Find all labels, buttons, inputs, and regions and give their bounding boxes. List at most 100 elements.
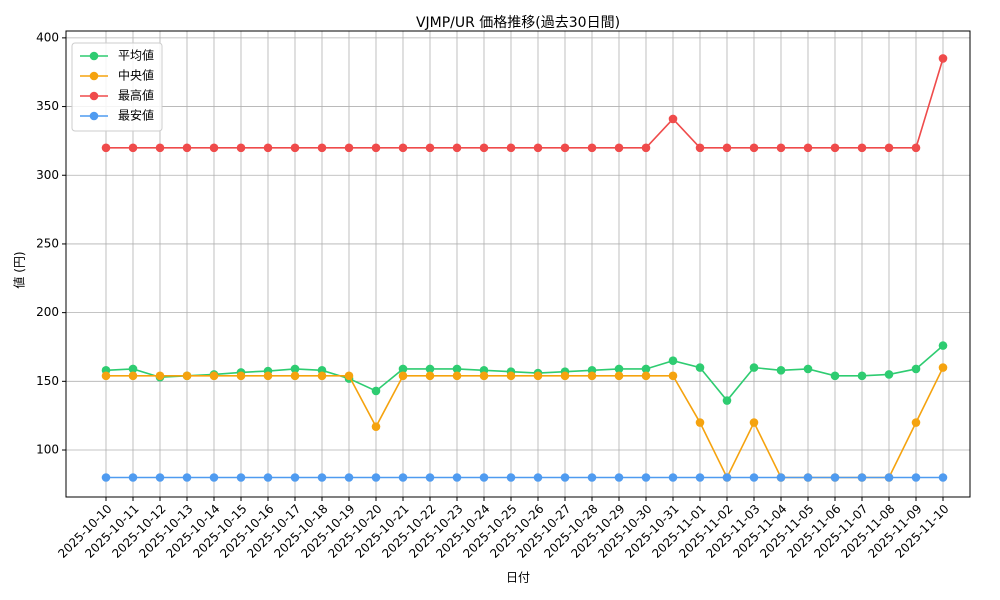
data-point (182, 143, 192, 153)
series-line (106, 367, 944, 480)
data-point (668, 356, 678, 366)
data-point (290, 143, 300, 153)
data-point (776, 143, 786, 153)
data-point (722, 396, 732, 405)
data-point (236, 473, 246, 482)
y-axis-label: 値 (円) (12, 251, 27, 288)
data-point (668, 371, 678, 381)
data-point (614, 473, 624, 482)
data-point (209, 143, 219, 153)
data-point (614, 364, 624, 374)
data-point (884, 370, 894, 379)
data-point (344, 371, 354, 381)
data-point (344, 473, 354, 482)
legend-label: 最高値 (118, 88, 154, 103)
data-point (452, 364, 462, 374)
data-point (803, 143, 813, 153)
data-point (560, 371, 570, 381)
data-point (830, 371, 840, 381)
legend-marker (89, 91, 99, 101)
data-point (641, 371, 651, 381)
data-point (317, 143, 327, 153)
data-point (560, 143, 570, 153)
data-point (614, 371, 624, 381)
data-point (749, 473, 759, 482)
data-point (101, 473, 111, 482)
data-point (263, 473, 273, 482)
data-point (776, 473, 786, 482)
data-point (857, 473, 867, 482)
data-point (722, 473, 732, 482)
data-point (641, 143, 651, 153)
data-point (614, 143, 624, 153)
data-point (695, 418, 705, 427)
data-point (533, 371, 543, 381)
data-point (857, 371, 867, 381)
data-point (236, 143, 246, 153)
data-point (938, 341, 948, 350)
plot-frame (65, 30, 971, 498)
data-point (776, 366, 786, 375)
data-point (830, 143, 840, 153)
legend-marker (89, 71, 99, 81)
y-tick-label: 250 (36, 236, 59, 250)
data-point (911, 143, 921, 153)
data-point (479, 473, 489, 482)
data-point (290, 371, 300, 381)
data-point (587, 473, 597, 482)
data-point (371, 422, 381, 431)
y-tick-label: 400 (36, 30, 59, 44)
data-point (182, 473, 192, 482)
data-point (290, 473, 300, 482)
y-tick-label: 300 (36, 168, 59, 182)
data-point (425, 473, 435, 482)
legend-label: 平均値 (118, 48, 154, 63)
data-point (587, 371, 597, 381)
data-point (587, 143, 597, 153)
data-point (722, 143, 732, 153)
data-point (452, 473, 462, 482)
data-point (398, 371, 408, 381)
data-point (803, 364, 813, 374)
data-point (884, 473, 894, 482)
data-point (398, 473, 408, 482)
data-point (398, 143, 408, 153)
y-tick-label: 100 (36, 443, 59, 457)
data-point (101, 371, 111, 381)
data-point (938, 54, 948, 63)
data-point (128, 364, 138, 374)
chart-title: VJMP/UR 価格推移(過去30日間) (416, 15, 620, 31)
series-line (106, 58, 944, 149)
data-point (506, 371, 516, 381)
data-point (101, 143, 111, 153)
data-point (371, 473, 381, 482)
data-point (641, 473, 651, 482)
data-point (371, 386, 381, 396)
data-point (533, 473, 543, 482)
data-point (263, 143, 273, 153)
data-point (560, 473, 570, 482)
data-point (506, 143, 516, 153)
legend-box (71, 42, 163, 132)
data-point (128, 143, 138, 153)
data-point (317, 371, 327, 381)
data-point (263, 371, 273, 381)
data-point (290, 364, 300, 374)
x-axis-label: 日付 (506, 571, 530, 585)
data-point (884, 143, 894, 153)
y-tick-label: 350 (36, 99, 59, 113)
y-tick-label: 150 (36, 374, 59, 388)
data-point (695, 363, 705, 372)
data-point (425, 143, 435, 153)
data-point (128, 473, 138, 482)
data-point (938, 473, 948, 482)
data-point (317, 473, 327, 482)
data-point (425, 364, 435, 374)
data-point (236, 371, 246, 381)
data-point (857, 143, 867, 153)
data-point (803, 473, 813, 482)
legend-label: 中央値 (118, 68, 154, 83)
legend-label: 最安値 (118, 108, 154, 123)
